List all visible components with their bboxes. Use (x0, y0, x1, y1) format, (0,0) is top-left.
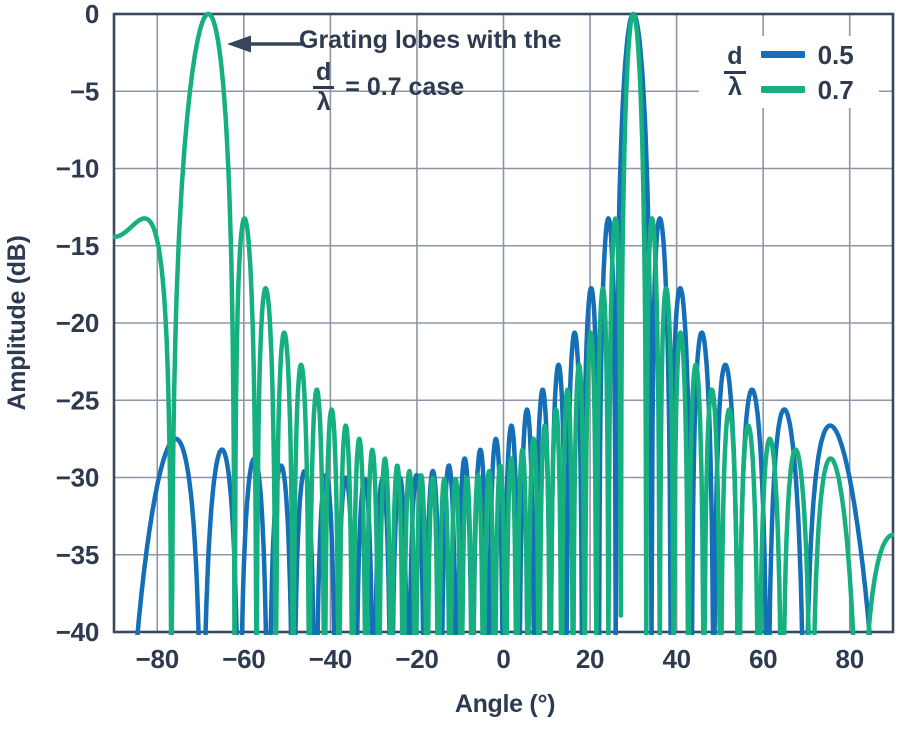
y-axis-title: Amplitude (dB) (3, 236, 31, 411)
legend-fraction-denominator: λ (727, 72, 742, 101)
annotation-line1: Grating lobes with the (299, 26, 562, 54)
tick-labels: −80 −60 −40 −20 0 20 40 60 80 0 −5 −10 −15 −20 −25 −30 −… (56, 0, 864, 674)
x-tick-label: 20 (576, 644, 604, 674)
y-tick-label: −5 (70, 76, 99, 106)
y-tick-label: −30 (56, 463, 99, 493)
legend-fraction: d λ (724, 43, 746, 101)
x-tick-label: 80 (836, 644, 864, 674)
x-tick-label: 60 (749, 644, 777, 674)
x-tick-label: −60 (222, 644, 265, 674)
x-axis-title: Angle (°) (455, 690, 555, 718)
arrowhead-icon (227, 35, 251, 53)
legend-swatch-green (760, 86, 805, 93)
x-tick-label: 0 (496, 644, 510, 674)
annotation-suffix: = 0.7 case (345, 72, 465, 101)
x-tick-label: 40 (662, 644, 690, 674)
x-tick-label: −20 (395, 644, 438, 674)
legend-swatch-blue (760, 51, 805, 58)
x-tick-label: −80 (136, 644, 179, 674)
y-tick-label: −20 (56, 308, 99, 338)
annotation-grating-lobes: Grating lobes with the d λ = 0.7 case (299, 26, 562, 116)
legend-fraction-numerator: d (724, 43, 746, 74)
annotation-fraction: d λ (313, 59, 335, 116)
annotation-arrow (227, 35, 305, 53)
y-tick-label: −35 (56, 540, 99, 570)
series-lines (113, 11, 894, 635)
annotation-fraction-numerator: d (313, 59, 335, 89)
y-tick-label: −40 (56, 617, 99, 647)
series-line-d07 (113, 11, 894, 635)
x-tick-label: −40 (309, 644, 352, 674)
legend-item-0.7: 0.7 (760, 74, 854, 105)
legend-entries: 0.5 0.7 (760, 39, 854, 105)
legend: d λ 0.5 0.7 (699, 36, 879, 108)
legend-item-0.5: 0.5 (760, 39, 854, 70)
annotation-line2: d λ = 0.7 case (313, 59, 562, 116)
annotation-fraction-denominator: λ (316, 88, 331, 116)
y-tick-label: −15 (56, 231, 99, 261)
legend-label: 0.7 (817, 74, 854, 105)
y-tick-label: −10 (56, 154, 99, 184)
legend-label: 0.5 (817, 39, 854, 70)
y-tick-label: −25 (56, 385, 99, 415)
y-tick-label: 0 (85, 0, 99, 29)
